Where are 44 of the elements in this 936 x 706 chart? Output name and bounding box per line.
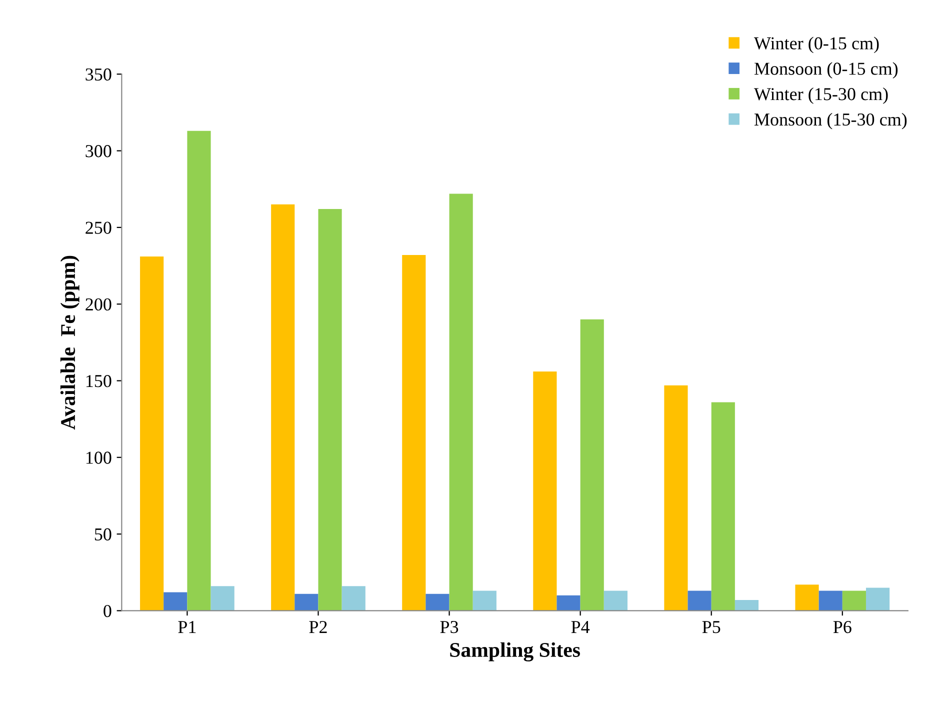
bar bbox=[795, 584, 819, 611]
x-tick-label: P3 bbox=[440, 620, 458, 634]
y-tick-label: 150 bbox=[86, 374, 112, 388]
x-tick-label: P1 bbox=[178, 621, 196, 633]
y-tick-label: 350 bbox=[86, 68, 112, 81]
bar bbox=[140, 256, 164, 611]
legend-label: Monsoon (0-15 cm) bbox=[754, 62, 898, 78]
x-tick-label: P6 bbox=[833, 620, 852, 634]
bar bbox=[210, 586, 234, 611]
legend-label: Winter (0-15 cm) bbox=[754, 36, 879, 54]
y-tick-label: 100 bbox=[86, 452, 112, 464]
bar bbox=[472, 590, 496, 611]
x-axis-title: Sampling Sites bbox=[450, 642, 580, 662]
x-tick-label: P2 bbox=[309, 620, 327, 633]
bar bbox=[449, 194, 473, 611]
bar bbox=[711, 402, 735, 611]
bar bbox=[271, 204, 295, 611]
y-axis-title: Available Fe (ppm) bbox=[60, 256, 80, 430]
bar bbox=[294, 594, 318, 611]
bar bbox=[664, 385, 688, 611]
y-tick-label: 50 bbox=[94, 528, 112, 540]
bar bbox=[318, 209, 342, 611]
bar bbox=[688, 590, 712, 611]
legend-label: Monsoon (15-30 cm) bbox=[754, 112, 907, 130]
bar bbox=[164, 592, 188, 611]
y-tick-label: 200 bbox=[86, 298, 112, 311]
bar bbox=[402, 255, 426, 611]
bar bbox=[866, 588, 890, 611]
x-tick-label: P5 bbox=[702, 621, 720, 634]
y-tick-label: 300 bbox=[86, 145, 112, 158]
x-tick-label: P4 bbox=[571, 621, 590, 633]
legend-label: Winter (15-30 cm) bbox=[754, 88, 888, 104]
bar bbox=[426, 594, 450, 611]
bar bbox=[533, 372, 557, 611]
bar bbox=[556, 595, 580, 611]
bar bbox=[187, 130, 211, 611]
y-tick-label: 0 bbox=[104, 604, 112, 618]
y-tick-label: 250 bbox=[86, 222, 112, 234]
bar bbox=[342, 586, 366, 611]
bar bbox=[734, 600, 759, 611]
bar bbox=[842, 590, 866, 611]
bar bbox=[580, 319, 604, 611]
bar bbox=[818, 590, 842, 611]
bar bbox=[604, 590, 628, 611]
